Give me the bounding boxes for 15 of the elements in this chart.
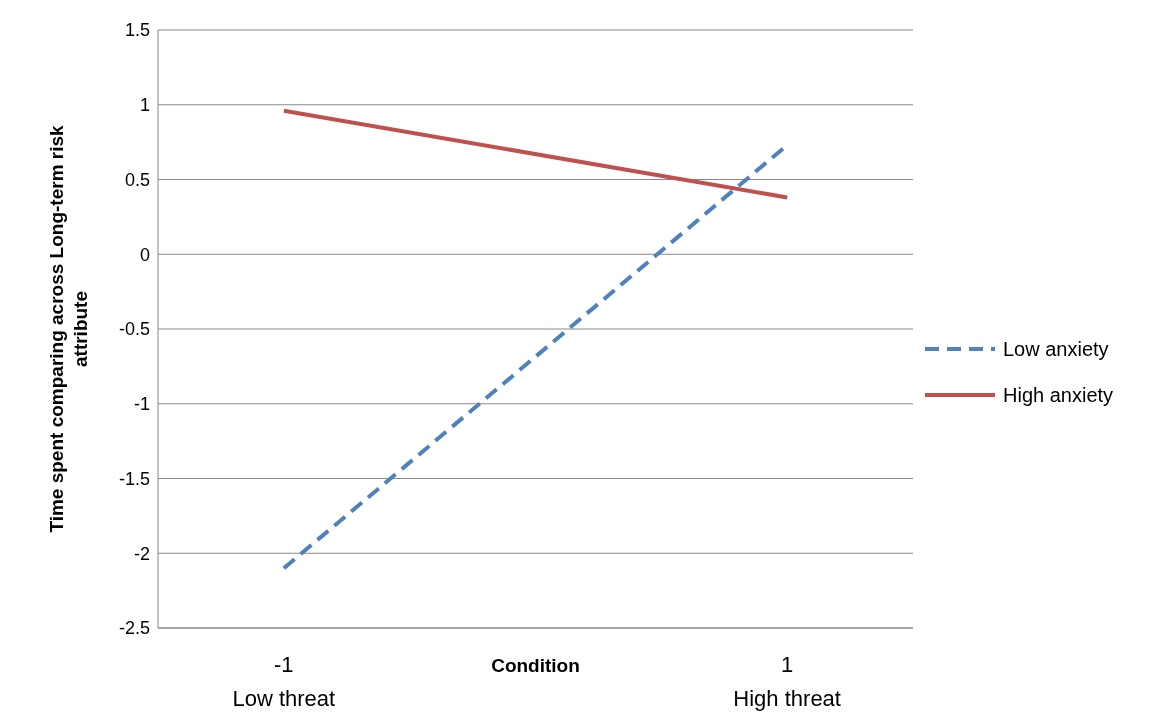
y-tick-label: -0.5 <box>118 319 150 340</box>
y-tick-label: 1 <box>139 95 150 116</box>
x-tick-label: -1 Low threat <box>232 652 336 711</box>
y-tick-label: -1 <box>133 394 150 415</box>
y-tick-label: 0 <box>139 244 150 265</box>
legend-label: High anxiety <box>1003 384 1114 406</box>
y-tick-label: -2 <box>133 543 150 564</box>
x-axis-title: Condition <box>491 655 580 676</box>
y-tick-label: 0.5 <box>124 169 150 190</box>
y-tick-label: 1.5 <box>124 20 150 41</box>
legend-label: Low anxiety <box>1003 338 1109 360</box>
y-axis-title: Time spent comparing across Long-term risk attribute <box>46 124 91 533</box>
y-tick-label: -1.5 <box>118 468 150 489</box>
x-tick-label: 1 High threat <box>733 652 841 711</box>
y-tick-label: -2.5 <box>118 618 150 639</box>
